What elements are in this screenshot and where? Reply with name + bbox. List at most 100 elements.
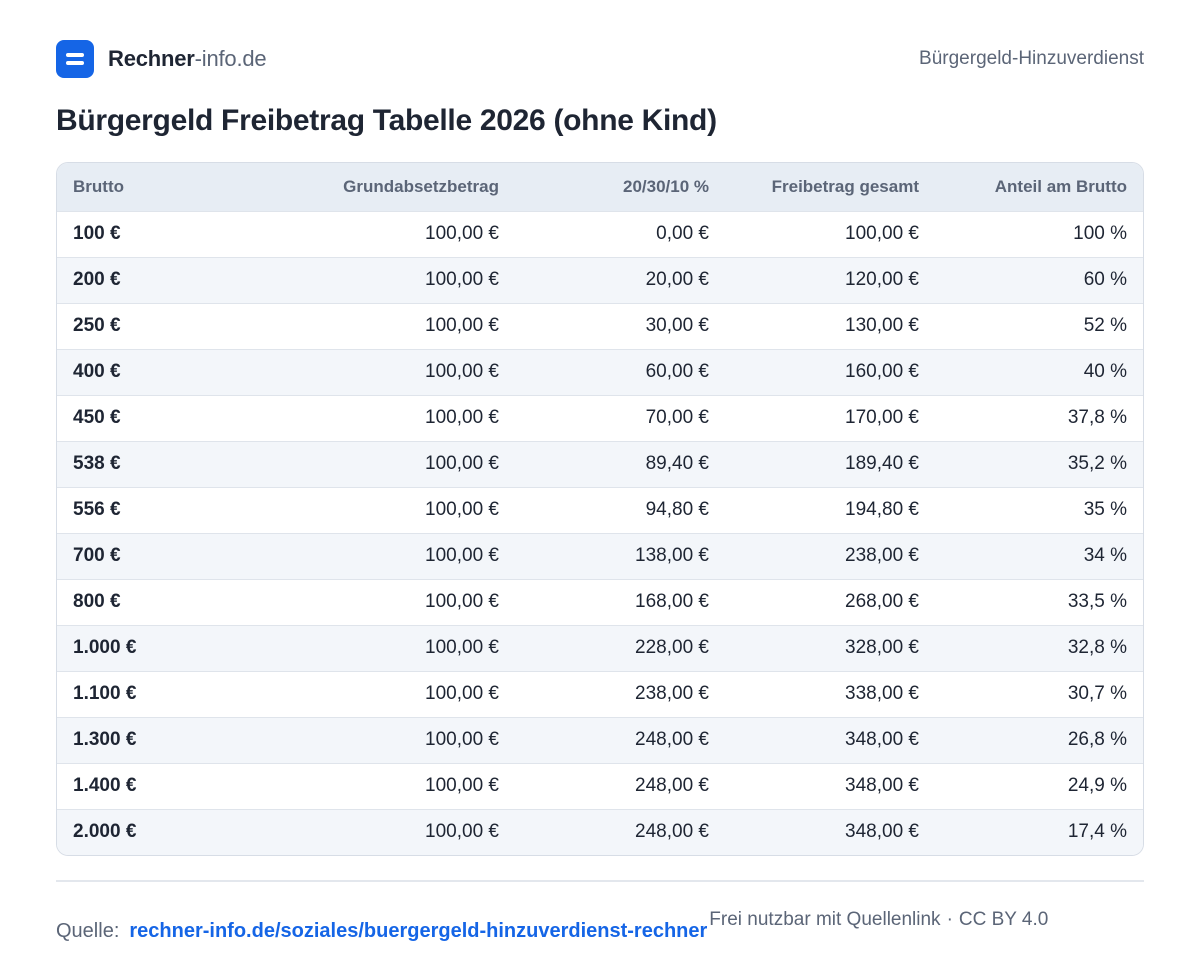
table-cell: 250 € xyxy=(73,315,121,336)
table-cell: 2.000 € xyxy=(73,821,137,843)
column-header: Freibetrag gesamt xyxy=(771,176,919,196)
table-cell: 0,00 € xyxy=(656,223,709,244)
table-cell: 70,00 € xyxy=(645,407,709,428)
table-row: 100 € 100,00 € 0,00 € 100,00 € 100 % xyxy=(57,211,1143,257)
table-cell: 130,00 € xyxy=(845,315,919,336)
freibetrag-table: Brutto Grundabsetzbetrag 20/30/10 % Freibet… xyxy=(57,163,1143,855)
table-cell: 348,00 € xyxy=(845,729,919,750)
table-cell: 700 € xyxy=(73,545,121,566)
table-cell: 200 € xyxy=(73,269,121,290)
table-cell: 100,00 € xyxy=(425,821,499,843)
table-cell: 100,00 € xyxy=(425,361,499,382)
rechner-logo-icon xyxy=(56,40,94,78)
table-cell: 328,00 € xyxy=(845,637,919,658)
table-cell: 100 % xyxy=(1073,223,1127,244)
table-row: 450 € 100,00 € 70,00 € 170,00 € 37,8 % xyxy=(57,395,1143,441)
table-cell: 35,2 % xyxy=(1067,453,1127,474)
table-cell: 100,00 € xyxy=(425,407,499,428)
table-cell: 100,00 € xyxy=(425,269,499,290)
footer: Quelle: rechner-info.de/soziales/buerger… xyxy=(56,906,1144,943)
table-cell: 800 € xyxy=(73,591,121,612)
table-cell: 100,00 € xyxy=(425,315,499,336)
table-cell: 556 € xyxy=(73,499,121,520)
column-header: Grundabsetzbetrag xyxy=(343,176,499,196)
table-row: 800 € 100,00 € 168,00 € 268,00 € 33,5 % xyxy=(57,579,1143,625)
table-cell: 248,00 € xyxy=(635,729,709,750)
table-cell: 100 € xyxy=(73,223,121,244)
table-cell: 268,00 € xyxy=(845,591,919,612)
license-separator: · xyxy=(946,909,953,930)
source-label: Quelle: xyxy=(56,920,120,942)
table-cell: 17,4 % xyxy=(1067,821,1127,843)
table-row: 556 € 100,00 € 94,80 € 194,80 € 35 % xyxy=(57,487,1143,533)
table-cell: 248,00 € xyxy=(635,775,709,796)
page-title: Bürgergeld Freibetrag Tabelle 2026 (ohne… xyxy=(56,104,717,137)
freibetrag-table-container: Brutto Grundabsetzbetrag 20/30/10 % Freibet… xyxy=(56,162,1144,856)
table-cell: 89,40 € xyxy=(645,453,709,474)
table-cell: 94,80 € xyxy=(645,499,709,520)
table-cell: 100,00 € xyxy=(425,499,499,520)
table-cell: 238,00 € xyxy=(845,545,919,566)
table-cell: 26,8 % xyxy=(1067,729,1127,750)
table-cell: 160,00 € xyxy=(845,361,919,382)
table-cell: 450 € xyxy=(73,407,121,428)
table-cell: 348,00 € xyxy=(845,775,919,796)
table-cell: 24,9 % xyxy=(1067,775,1127,796)
table-cell: 1.000 € xyxy=(73,637,137,658)
table-cell: 20,00 € xyxy=(645,269,709,290)
table-cell: 100,00 € xyxy=(425,545,499,566)
table-cell: 100,00 € xyxy=(425,775,499,796)
table-cell: 100,00 € xyxy=(425,637,499,658)
table-cell: 37,8 % xyxy=(1067,407,1127,428)
column-header: 20/30/10 % xyxy=(622,176,709,196)
site-header: Rechner-info.de Bürgergeld-Hinzuverdiens… xyxy=(56,40,1144,78)
brand-name-strong: Rechner xyxy=(108,46,195,71)
table-row: 1.100 € 100,00 € 238,00 € 338,00 € 30,7 % xyxy=(57,671,1143,717)
table-cell: 1.400 € xyxy=(73,775,137,796)
brand-name-light: -info.de xyxy=(194,46,267,71)
table-row: 400 € 100,00 € 60,00 € 160,00 € 40 % xyxy=(57,349,1143,395)
table-cell: 32,8 % xyxy=(1067,637,1127,658)
table-cell: 120,00 € xyxy=(845,269,919,290)
source-link[interactable]: rechner-info.de/soziales/buergergeld-hin… xyxy=(129,920,708,942)
table-row: 200 € 100,00 € 20,00 € 120,00 € 60 % xyxy=(57,257,1143,303)
table-cell: 168,00 € xyxy=(635,591,709,612)
table-cell: 238,00 € xyxy=(635,683,709,704)
table-cell: 189,40 € xyxy=(845,453,919,474)
brand-name: Rechner-info.de xyxy=(108,46,267,72)
license-note: Frei nutzbar mit Quellenlink · CC BY 4.0 xyxy=(709,906,1079,933)
table-row: 1.300 € 100,00 € 248,00 € 348,00 € 26,8 % xyxy=(57,717,1143,763)
table-row: 538 € 100,00 € 89,40 € 189,40 € 35,2 % xyxy=(57,441,1143,487)
table-cell: 138,00 € xyxy=(635,545,709,566)
table-cell: 52 % xyxy=(1083,315,1127,336)
column-header: Anteil am Brutto xyxy=(994,176,1127,196)
table-cell: 30,00 € xyxy=(645,315,709,336)
table-cell: 35 % xyxy=(1083,499,1127,520)
table-cell: 1.300 € xyxy=(73,729,137,750)
table-cell: 228,00 € xyxy=(635,637,709,658)
license-name: CC BY 4.0 xyxy=(958,909,1049,930)
table-cell: 34 % xyxy=(1083,545,1127,566)
table-cell: 100,00 € xyxy=(425,591,499,612)
table-cell: 60 % xyxy=(1083,269,1127,290)
table-body: 100 € 100,00 € 0,00 € 100,00 € 100 % 200 € 100… xyxy=(57,211,1143,855)
table-cell: 100,00 € xyxy=(425,453,499,474)
nav-link-buergergeld-hinzuverdienst[interactable]: Bürgergeld-Hinzuverdienst xyxy=(919,48,1144,69)
table-cell: 194,80 € xyxy=(845,499,919,520)
brand-home-link[interactable]: Rechner-info.de xyxy=(56,40,267,78)
column-header: Brutto xyxy=(73,176,124,196)
table-cell: 60,00 € xyxy=(645,361,709,382)
table-cell: 400 € xyxy=(73,361,121,382)
table-row: 1.000 € 100,00 € 228,00 € 328,00 € 32,8 % xyxy=(57,625,1143,671)
table-cell: 538 € xyxy=(73,453,121,474)
table-row: 700 € 100,00 € 138,00 € 238,00 € 34 % xyxy=(57,533,1143,579)
footer-divider xyxy=(56,880,1144,882)
table-cell: 170,00 € xyxy=(845,407,919,428)
table-cell: 30,7 % xyxy=(1067,683,1127,704)
license-text: Frei nutzbar mit Quellenlink xyxy=(709,909,941,930)
table-cell: 100,00 € xyxy=(425,223,499,244)
table-header-row: Brutto Grundabsetzbetrag 20/30/10 % Freibet… xyxy=(57,163,1143,211)
table-cell: 248,00 € xyxy=(635,821,709,843)
table-cell: 40 % xyxy=(1083,361,1127,382)
table-cell: 100,00 € xyxy=(425,683,499,704)
